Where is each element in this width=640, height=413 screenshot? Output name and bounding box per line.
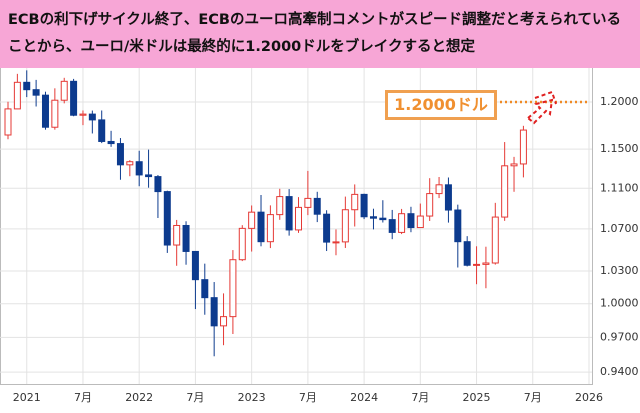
candle-body [482, 262, 490, 265]
y-tick-label: 1.0700 [600, 222, 639, 235]
y-tick-label: 0.9700 [600, 330, 639, 343]
candle-body [173, 224, 181, 246]
x-tick-label: 7月 [411, 391, 429, 404]
x-tick-label: 2023 [238, 391, 266, 404]
candle-body [88, 113, 96, 121]
candle-body [369, 216, 377, 219]
candle-body [332, 241, 340, 244]
candle-body [519, 129, 527, 165]
x-tick-label: 2022 [125, 391, 153, 404]
candle-body [229, 259, 237, 318]
candle-body [70, 80, 78, 116]
y-tick-label: 1.1500 [600, 142, 639, 155]
candle-body [313, 197, 321, 215]
candle-body [510, 163, 518, 167]
candle-body [41, 94, 49, 128]
x-tick-label: 2025 [463, 391, 491, 404]
candle-body [388, 219, 396, 233]
candle-body [248, 211, 256, 229]
candle-body [23, 81, 31, 91]
candle-body [201, 279, 209, 299]
candle-body [257, 211, 265, 243]
candle-body [60, 80, 68, 101]
candle-body [191, 250, 199, 281]
candle-body [116, 143, 124, 166]
candle-body [145, 174, 153, 178]
candle-body [473, 263, 481, 266]
annotation-layer [500, 90, 590, 125]
x-tick-label: 7月 [524, 391, 542, 404]
candle-body [98, 119, 106, 142]
candle-body [4, 108, 12, 136]
candle-body [501, 165, 509, 218]
candle-body [266, 214, 274, 243]
candle-body [135, 161, 143, 176]
forecast-arrow [526, 98, 554, 125]
candle-body [407, 213, 415, 229]
candle-body [32, 89, 40, 96]
candle-body [304, 197, 312, 208]
x-tick-label: 2021 [13, 391, 41, 404]
y-tick-label: 1.2000 [600, 95, 639, 108]
candle-body [238, 227, 246, 261]
candle-body [210, 297, 218, 327]
candle-body [454, 209, 462, 243]
y-tick-label: 1.0300 [600, 264, 639, 277]
chart-title: ECBの利下げサイクル終了、ECBのユーロ高牽制コメントがスピード調整だと考えら… [0, 0, 640, 68]
x-tick-label: 7月 [186, 391, 204, 404]
candle-body [351, 193, 359, 211]
candle-body [13, 81, 21, 110]
candle-body [360, 193, 368, 218]
candle-body [379, 217, 387, 221]
candle-body [107, 140, 115, 145]
candle-body [341, 209, 349, 243]
candle-body [295, 206, 302, 231]
candle-body [323, 213, 331, 243]
y-tick-label: 1.1100 [600, 181, 639, 194]
candle-body [463, 241, 471, 266]
candle-body [79, 113, 87, 116]
candle-body [416, 215, 424, 229]
x-tick-label: 7月 [299, 391, 317, 404]
annotation-box: 1.2000ドル [385, 90, 497, 120]
candle-body [444, 184, 452, 211]
candle-body [398, 213, 406, 233]
candle-body [435, 184, 443, 195]
x-tick-label: 2026 [575, 391, 603, 404]
candle-body [426, 193, 434, 217]
candle-body [51, 99, 59, 128]
y-tick-label: 1.0000 [600, 297, 639, 310]
x-tick-label: 2024 [350, 391, 378, 404]
candle-body [154, 176, 162, 193]
candle-body [220, 316, 228, 327]
y-tick-label: 0.9400 [600, 365, 639, 378]
candle-body [276, 196, 284, 216]
candle-body [285, 196, 293, 231]
candle-body [491, 216, 499, 264]
candle-body [126, 161, 134, 166]
candle-body [163, 191, 171, 246]
candle-body [182, 224, 190, 252]
x-tick-label: 7月 [74, 391, 92, 404]
